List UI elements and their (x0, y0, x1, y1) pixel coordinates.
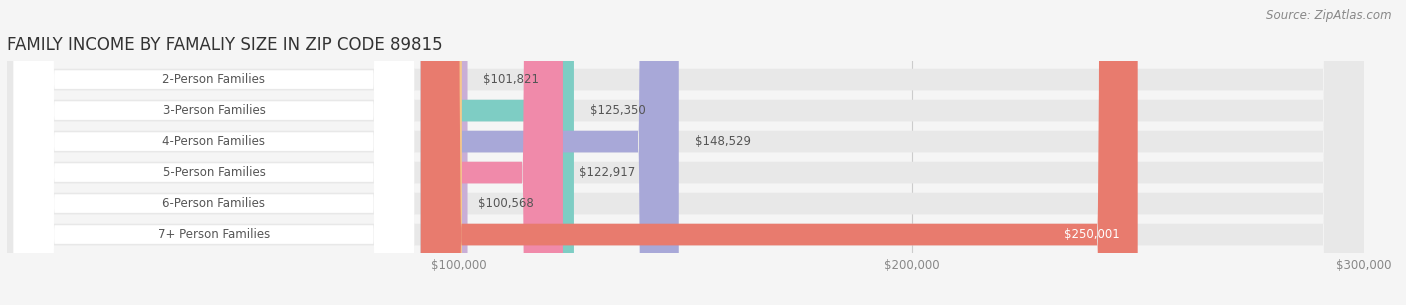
FancyBboxPatch shape (14, 0, 413, 305)
FancyBboxPatch shape (420, 0, 468, 305)
FancyBboxPatch shape (7, 0, 1364, 305)
FancyBboxPatch shape (420, 0, 679, 305)
FancyBboxPatch shape (420, 0, 461, 305)
Text: 3-Person Families: 3-Person Families (163, 104, 266, 117)
Text: 7+ Person Families: 7+ Person Families (157, 228, 270, 241)
FancyBboxPatch shape (7, 0, 1364, 305)
FancyBboxPatch shape (14, 0, 413, 305)
FancyBboxPatch shape (14, 0, 413, 305)
Text: 4-Person Families: 4-Person Families (163, 135, 266, 148)
FancyBboxPatch shape (7, 0, 1364, 305)
Text: 2-Person Families: 2-Person Families (163, 73, 266, 86)
Text: $122,917: $122,917 (579, 166, 636, 179)
Text: $250,001: $250,001 (1064, 228, 1119, 241)
FancyBboxPatch shape (7, 0, 1364, 305)
Text: $148,529: $148,529 (695, 135, 751, 148)
Text: $101,821: $101,821 (484, 73, 540, 86)
Text: Source: ZipAtlas.com: Source: ZipAtlas.com (1267, 9, 1392, 22)
Text: $100,568: $100,568 (478, 197, 533, 210)
FancyBboxPatch shape (420, 0, 1137, 305)
FancyBboxPatch shape (420, 0, 562, 305)
FancyBboxPatch shape (14, 0, 413, 305)
Text: FAMILY INCOME BY FAMALIY SIZE IN ZIP CODE 89815: FAMILY INCOME BY FAMALIY SIZE IN ZIP COD… (7, 36, 443, 54)
FancyBboxPatch shape (7, 0, 1364, 305)
Text: $125,350: $125,350 (589, 104, 645, 117)
FancyBboxPatch shape (420, 0, 574, 305)
FancyBboxPatch shape (14, 0, 413, 305)
FancyBboxPatch shape (7, 0, 1364, 305)
Text: 5-Person Families: 5-Person Families (163, 166, 266, 179)
Text: 6-Person Families: 6-Person Families (163, 197, 266, 210)
FancyBboxPatch shape (14, 0, 413, 305)
